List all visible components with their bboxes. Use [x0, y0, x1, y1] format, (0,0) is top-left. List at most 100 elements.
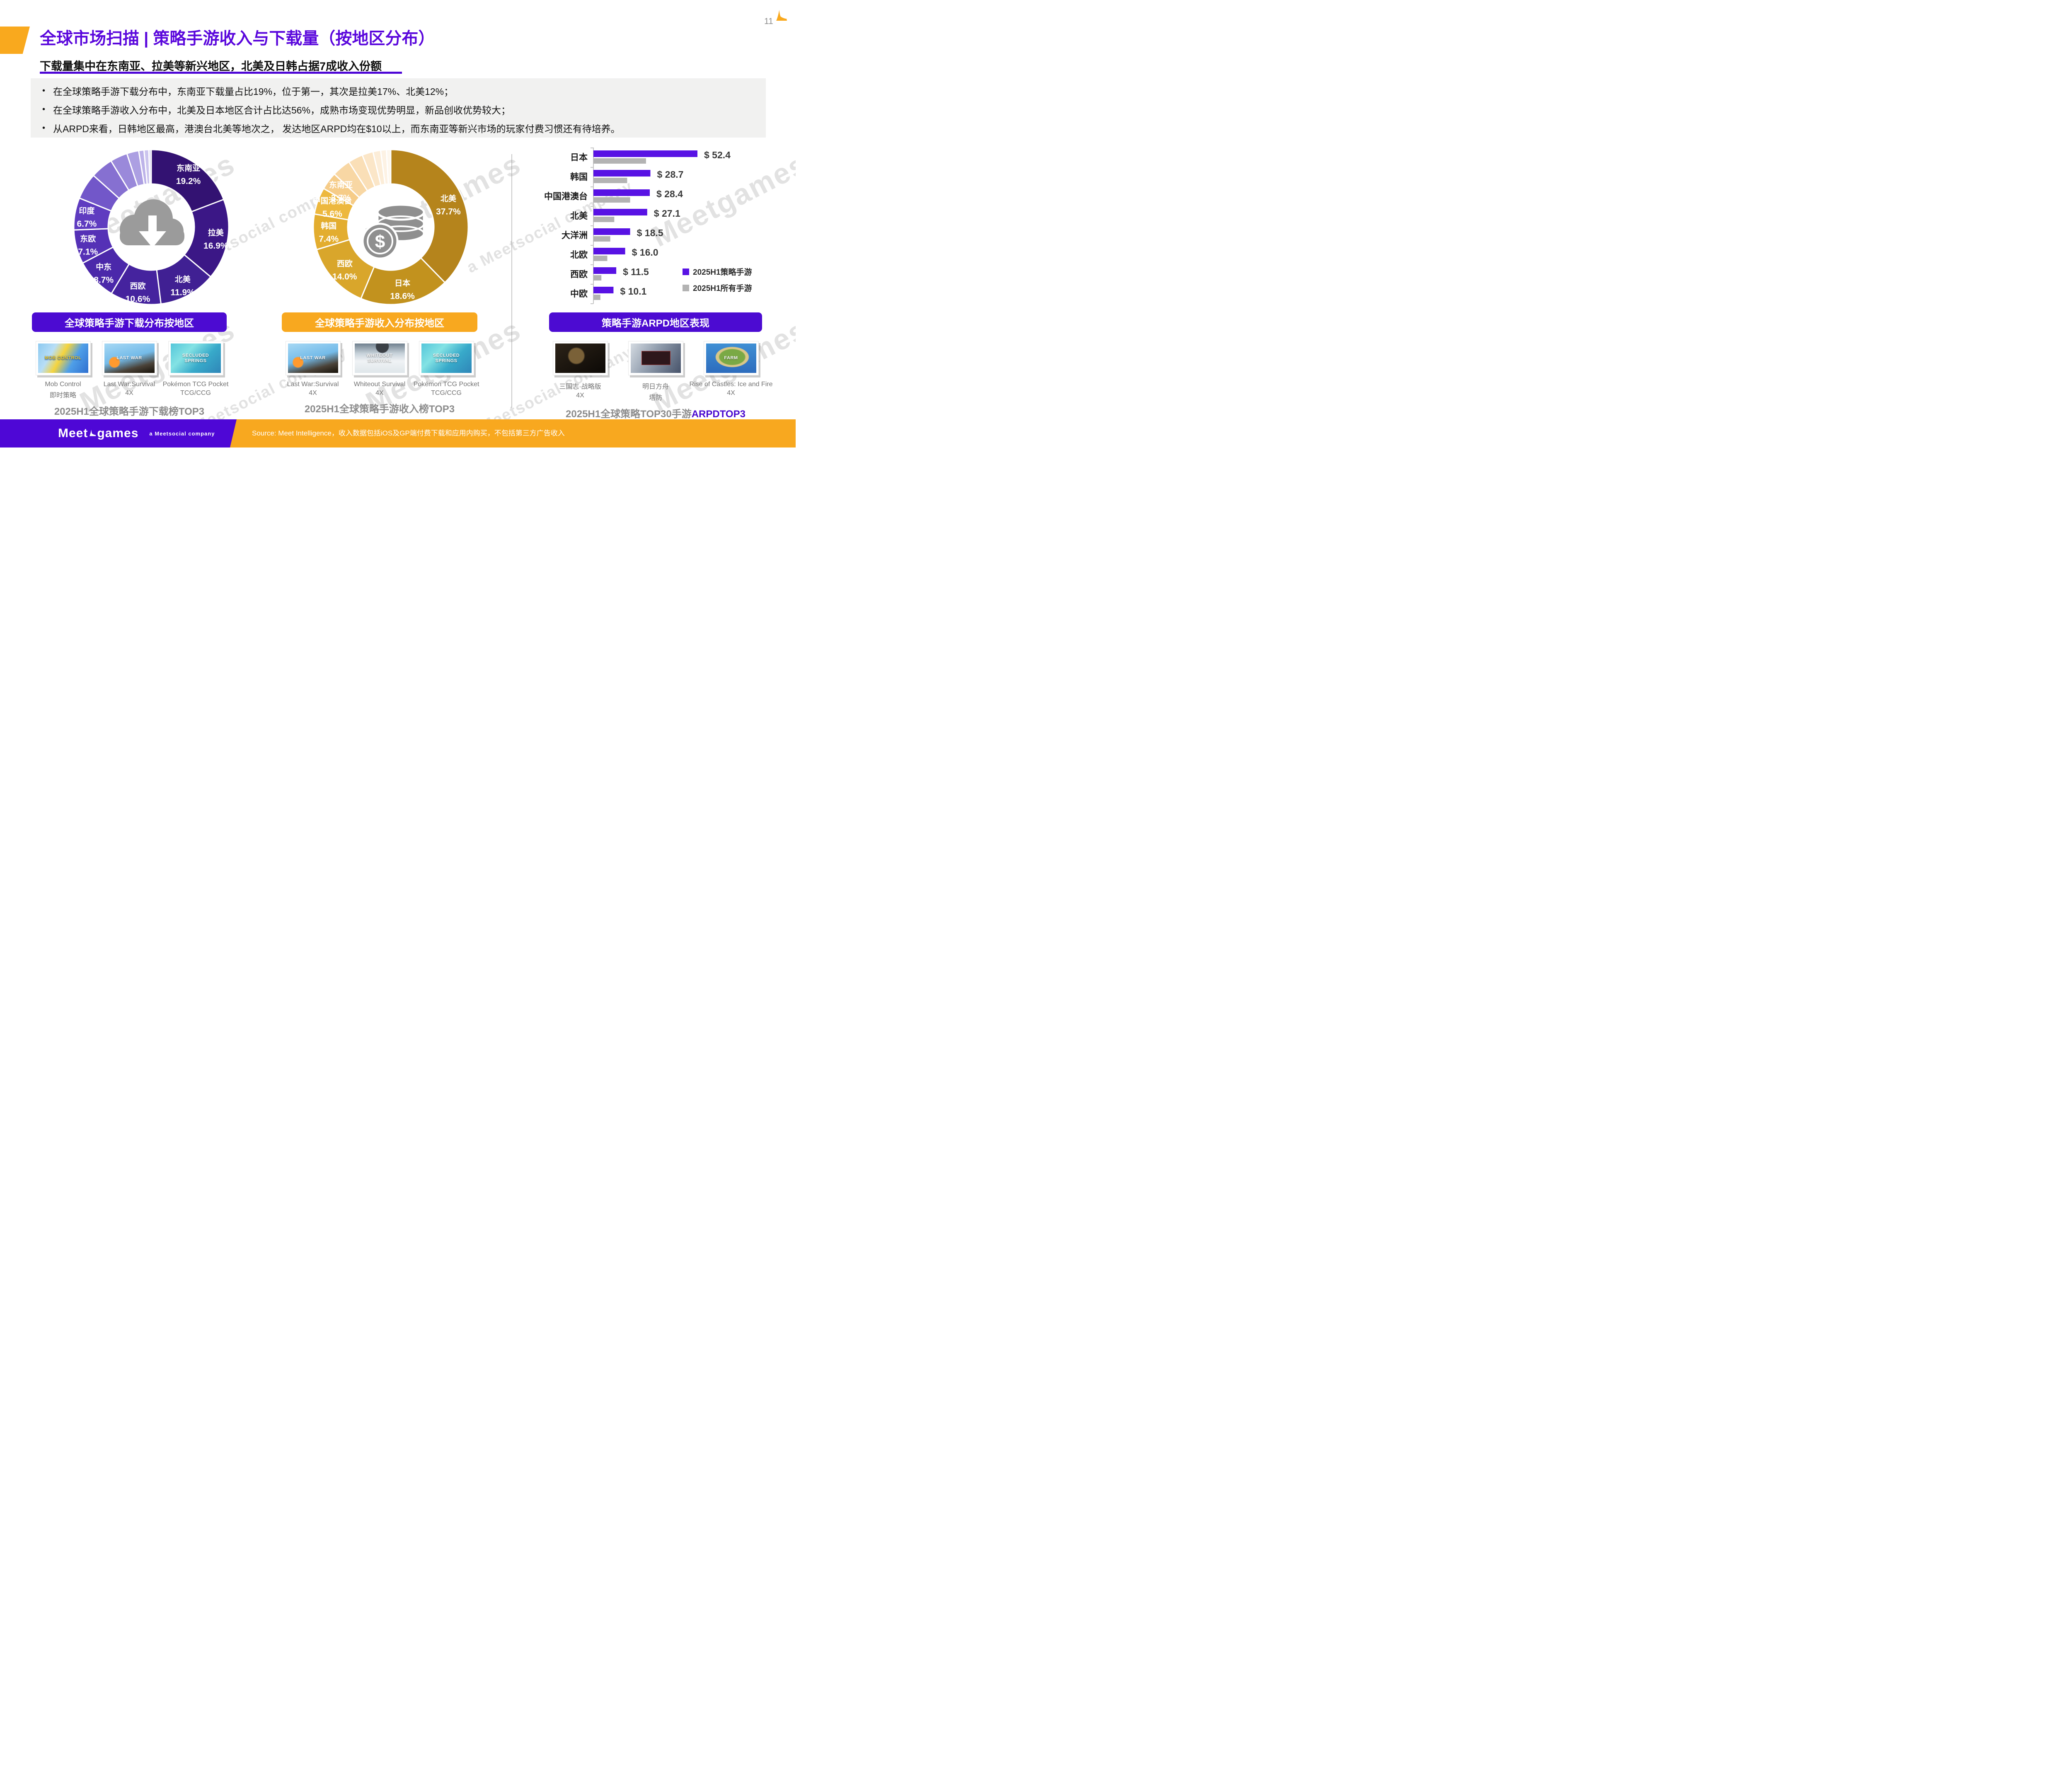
- game-name: Last War:Survival: [103, 381, 155, 388]
- meetgames-logo: Meet games a Meetsocial company: [58, 426, 215, 440]
- arpd-section: 策略手游ARPD地区表现 三国志·战略版 4X 明日方舟 塔防: [549, 312, 772, 420]
- thumbnail-logo-text: FARM: [724, 356, 738, 361]
- thumbnail-logo-text: MOB CONTROL: [44, 356, 82, 361]
- game-thumbnail-arknights: [630, 343, 681, 373]
- thumbnail-logo-text: LAST WAR: [300, 356, 326, 361]
- game-cell: SECLUDED SPRINGS Pokémon TCG Pocket TCG/…: [163, 341, 228, 399]
- page-title: 全球市场扫描 | 策略手游收入与下载量（按地区分布）: [40, 29, 435, 48]
- game-name: Rise of Castles: Ice and Fire: [689, 381, 773, 388]
- game-thumbnail-last-war: LAST WAR: [104, 343, 155, 373]
- game-cell: MOB CONTROL Mob Control 即时策略: [32, 341, 94, 399]
- caption-text: 2025H1全球策略TOP30手游: [566, 409, 692, 420]
- game-card: LAST WAR: [285, 341, 341, 375]
- game-cell: LAST WAR Last War:Survival 4X: [282, 341, 344, 397]
- downloads-caption: 2025H1全球策略手游下载榜TOP3: [54, 403, 204, 418]
- bullet-marker: •: [42, 86, 46, 95]
- game-card: FARM: [703, 341, 759, 375]
- game-thumbnail-mob-control: MOB CONTROL: [38, 343, 88, 373]
- legend-label-all-games: 2025H1所有手游: [693, 284, 752, 293]
- arpd-cards-row: 三国志·战略版 4X 明日方舟 塔防 FARM Rise of Cas: [549, 341, 772, 402]
- bullet-item: • 在全球策略手游下载分布中，东南亚下载量占比19%，位于第一，其次是拉美17%…: [42, 85, 754, 98]
- game-name: 三国志·战略版: [559, 383, 601, 390]
- game-card: WHITEOUT SURVIVAL: [352, 341, 407, 375]
- svg-text:印度6.7%: 印度 6.7%: [77, 206, 97, 229]
- game-name: Mob Control: [45, 381, 81, 388]
- bullet-text: 从ARPD来看，日韩地区最高，港澳台北美等地次之， 发达地区ARPD均在$10以…: [53, 123, 620, 135]
- legend-item-all-games: 2025H1所有手游: [683, 282, 752, 293]
- svg-text:东欧7.1%: 东欧 7.1%: [78, 234, 98, 257]
- game-cell: 明日方舟 塔防: [625, 341, 687, 402]
- revenue-cards-row: LAST WAR Last War:Survival 4X WHITEOUT S…: [282, 341, 479, 397]
- bullet-marker: •: [42, 123, 46, 133]
- bullet-text: 在全球策略手游下载分布中，东南亚下载量占比19%，位于第一，其次是拉美17%、北…: [53, 86, 454, 97]
- footer-brand-area: Meet games a Meetsocial company: [0, 419, 237, 448]
- game-cell: WHITEOUT SURVIVAL Whiteout Survival 4X: [349, 341, 411, 397]
- game-cell: 三国志·战略版 4X: [549, 341, 611, 402]
- svg-text:$ 28.7: $ 28.7: [657, 169, 684, 180]
- game-thumbnail-pokemon-tcg: SECLUDED SPRINGS: [170, 343, 221, 373]
- summary-panel: • 在全球策略手游下载分布中，东南亚下载量占比19%，位于第一，其次是拉美17%…: [31, 78, 766, 138]
- svg-text:韩国7.4%: 韩国 7.4%: [319, 221, 339, 244]
- svg-text:北美: 北美: [570, 211, 588, 221]
- game-genre: 4X: [125, 389, 133, 397]
- game-cell: FARM Rise of Castles: Ice and Fire 4X: [690, 341, 772, 402]
- game-genre: TCG/CCG: [431, 389, 462, 397]
- logo-text-games: games: [97, 426, 139, 440]
- logo-spark-icon: [90, 430, 96, 436]
- coins-icon: $: [361, 203, 425, 260]
- game-cell: SECLUDED SPRINGS Pokémon TCG Pocket TCG/…: [413, 341, 479, 397]
- arpd-caption: 2025H1全球策略TOP30手游ARPDTOP3: [566, 406, 746, 420]
- svg-text:中东8.7%: 中东 8.7%: [94, 262, 114, 285]
- svg-text:$ 28.4: $ 28.4: [656, 189, 683, 199]
- game-name: Last War:Survival: [287, 381, 339, 388]
- downloads-cards-row: MOB CONTROL Mob Control 即时策略 LAST WAR La…: [32, 341, 228, 399]
- subtitle-underline: [40, 72, 402, 74]
- slide: Meetgames Meetgames Meetgames a Meetsoci…: [0, 0, 796, 448]
- footer-bar: Meet games a Meetsocial company Source: …: [0, 419, 796, 448]
- svg-text:中国港澳台: 中国港澳台: [544, 191, 588, 201]
- legend-swatch-all-games: [683, 284, 689, 291]
- thumbnail-logo-text: WHITEOUT SURVIVAL: [366, 353, 393, 363]
- game-genre: 即时策略: [49, 392, 76, 399]
- game-thumbnail-rise-of-castles: FARM: [706, 343, 756, 373]
- game-card: MOB CONTROL: [35, 341, 91, 375]
- revenue-section: 全球策略手游收入分布按地区 LAST WAR Last War:Survival…: [282, 312, 479, 415]
- svg-text:韩国: 韩国: [570, 172, 588, 182]
- game-card: [628, 341, 683, 375]
- svg-text:$: $: [375, 232, 385, 252]
- logo-subtitle: a Meetsocial company: [149, 430, 215, 437]
- caption-text: 2025H1全球策略手游收入榜TOP3: [304, 404, 455, 415]
- legend-item-strategy: 2025H1策略手游: [683, 266, 752, 277]
- downloads-donut-chart: 东南亚 19.2% 拉美 16.9% 北美 11.9% 西欧 10.6% 中东 8.7% 东欧 7.1…: [73, 149, 230, 305]
- svg-text:$ 16.0: $ 16.0: [632, 247, 658, 258]
- game-genre: 4X: [576, 392, 584, 399]
- svg-text:日本: 日本: [570, 153, 588, 162]
- svg-text:北欧: 北欧: [570, 250, 588, 260]
- logo-text-meet: Meet: [58, 426, 88, 440]
- downloads-banner: 全球策略手游下载分布按地区: [32, 312, 227, 332]
- bullet-item: • 在全球策略手游收入分布中，北美及日本地区合计占比达56%，成熟市场变现优势明…: [42, 104, 754, 117]
- game-card: [552, 341, 608, 375]
- game-name: Whiteout Survival: [353, 381, 406, 388]
- game-thumbnail-last-war: LAST WAR: [288, 343, 338, 373]
- thumbnail-logo-text: SECLUDED SPRINGS: [433, 353, 460, 363]
- thumbnail-logo-text: LAST WAR: [116, 356, 142, 361]
- spark-icon: [776, 10, 787, 21]
- section-divider: [511, 154, 512, 408]
- game-genre: 4X: [727, 389, 735, 397]
- game-genre: 4X: [309, 389, 317, 397]
- svg-text:大洋洲: 大洋洲: [562, 230, 588, 240]
- svg-text:$ 52.4: $ 52.4: [704, 150, 731, 160]
- corner-accent-shape: [0, 27, 30, 54]
- game-card: LAST WAR: [102, 341, 157, 375]
- game-name: Pokémon TCG Pocket: [413, 381, 479, 388]
- downloads-section: 全球策略手游下载分布按地区 MOB CONTROL Mob Control 即时…: [32, 312, 228, 418]
- caption-accent-text: ARPDTOP3: [691, 409, 746, 420]
- legend-label-strategy: 2025H1策略手游: [693, 268, 752, 277]
